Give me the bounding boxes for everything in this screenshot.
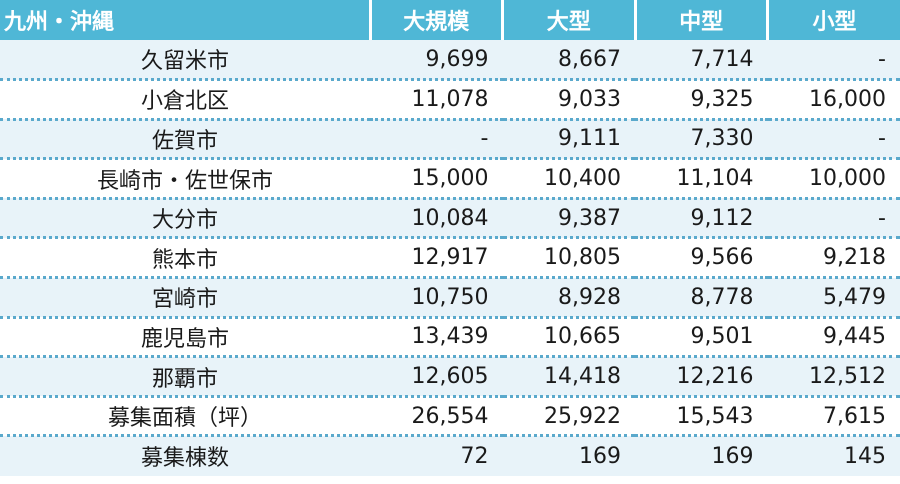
cell-large-scale: 12,605 — [370, 356, 503, 398]
cell-region: 募集棟数 — [140, 446, 229, 472]
table-row: 宮崎市 10,750 8,928 8,778 5,479 — [0, 277, 900, 319]
header-region: 九州・沖縄 — [0, 0, 372, 40]
cell-large: 14,418 — [502, 356, 635, 398]
cell-medium: 12,216 — [635, 356, 768, 398]
cell-large-scale: 13,439 — [370, 317, 503, 359]
cell-small: 9,218 — [767, 237, 900, 280]
cell-large: 9,387 — [502, 198, 635, 240]
header-small: 小型 — [812, 10, 857, 35]
cell-region: 長崎市・佐世保市 — [0, 158, 370, 200]
cell-small: 16,000 — [767, 79, 900, 121]
cell-region: 久留米市 — [0, 40, 370, 82]
cell-region: 鹿児島市 — [0, 317, 370, 359]
cell-large: 8,928 — [502, 277, 635, 319]
table-row: 那覇市 12,605 14,418 12,216 12,512 — [0, 356, 900, 398]
cell-medium: 9,501 — [635, 317, 768, 359]
cell-small: - — [767, 198, 900, 240]
cell-small: - — [767, 119, 900, 161]
cell-large: 9,033 — [502, 79, 635, 121]
cell-large-scale: 11,078 — [370, 79, 503, 121]
cell-medium: 9,566 — [635, 237, 768, 280]
cell-small: 5,479 — [767, 277, 900, 319]
cell-large: 10,400 — [502, 158, 635, 200]
cell-small: 9,445 — [767, 317, 900, 359]
cell-region: 宮崎市 — [0, 277, 370, 319]
table-row: 長崎市・佐世保市 15,000 10,400 11,104 10,000 — [0, 158, 900, 200]
cell-small: 7,615 — [767, 396, 900, 438]
cell-region: 募集面積（坪） — [0, 396, 370, 438]
cell-large-scale: 9,699 — [370, 40, 503, 82]
cell-large: 10,665 — [502, 317, 635, 359]
table-row: 募集棟数 72 169 169 145 — [0, 435, 900, 476]
cell-small: - — [767, 40, 900, 82]
cell-small: 145 — [844, 443, 886, 469]
cell-medium: 9,325 — [635, 79, 768, 121]
cell-medium: 7,714 — [635, 40, 768, 82]
cell-large: 169 — [579, 443, 621, 469]
cell-region: 大分市 — [0, 198, 370, 240]
cell-large: 8,667 — [502, 40, 635, 82]
cell-medium: 8,778 — [635, 277, 768, 319]
table-row: 大分市 10,084 9,387 9,112- — [0, 198, 900, 240]
table-row: 募集面積（坪） 26,554 25,922 15,543 7,615 — [0, 396, 900, 438]
cell-large-scale: 10,750 — [370, 277, 503, 319]
cell-large: 9,111 — [502, 119, 635, 161]
cell-medium: 9,112 — [635, 198, 768, 240]
table-body: 久留米市 9,699 8,667 7,714- 小倉北区 11,078 9,033 9,325… — [0, 40, 900, 476]
cell-large-scale: - — [370, 119, 503, 161]
cell-large-scale: 72 — [460, 443, 489, 469]
table-row: 熊本市 12,917 10,805 9,566 9,218 — [0, 237, 900, 280]
header-row: 九州・沖縄 大規模 大型 中型 小型 — [0, 0, 900, 40]
table-row: 鹿児島市 13,439 10,665 9,501 9,445 — [0, 317, 900, 359]
cell-large-scale: 10,084 — [370, 198, 503, 240]
cell-small: 10,000 — [767, 158, 900, 200]
cell-large-scale: 15,000 — [370, 158, 503, 200]
cell-region: 那覇市 — [0, 356, 370, 398]
table-row: 小倉北区 11,078 9,033 9,325 16,000 — [0, 79, 900, 121]
cell-large: 10,805 — [502, 237, 635, 280]
cell-medium: 7,330 — [635, 119, 768, 161]
header-large-scale: 大規模 — [370, 0, 504, 40]
cell-large: 25,922 — [502, 396, 635, 438]
header-medium: 中型 — [635, 0, 769, 40]
header-large: 大型 — [502, 0, 637, 40]
cell-medium: 11,104 — [635, 158, 768, 200]
cell-large-scale: 12,917 — [370, 237, 503, 280]
cell-region: 熊本市 — [0, 237, 370, 280]
cell-large-scale: 26,554 — [370, 396, 503, 438]
table-row: 佐賀市 -9,111 7,330- — [0, 119, 900, 161]
table-row: 久留米市 9,699 8,667 7,714- — [0, 40, 900, 82]
cell-medium: 15,543 — [635, 396, 768, 438]
cell-medium: 169 — [711, 443, 754, 469]
cell-region: 佐賀市 — [0, 119, 370, 161]
cell-region: 小倉北区 — [0, 79, 370, 121]
cell-small: 12,512 — [767, 356, 900, 398]
